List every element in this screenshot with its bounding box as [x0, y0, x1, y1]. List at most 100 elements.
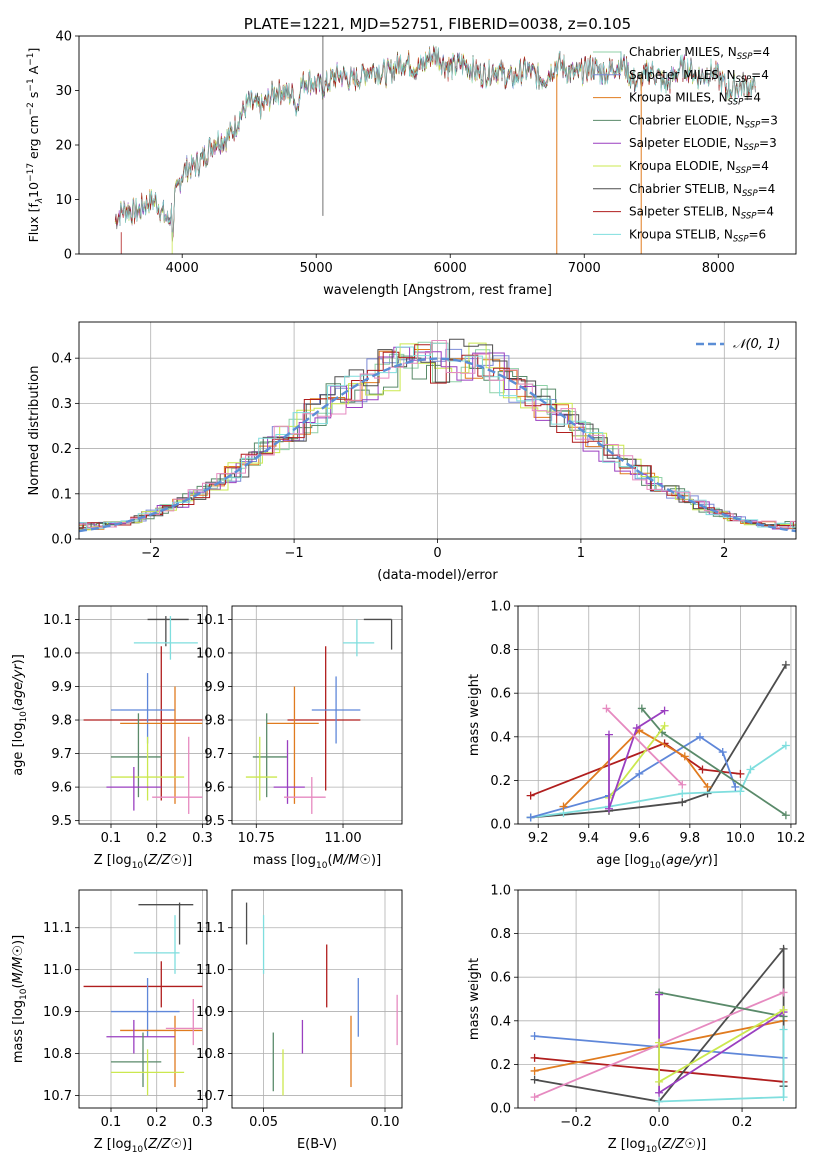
axes-frame — [78, 605, 208, 825]
x-axis-label: Z [log10(Z/Z☉)] — [94, 853, 192, 871]
axes-frame — [231, 605, 403, 825]
x-axis-label: E(B-V) — [297, 1137, 337, 1152]
point-marker-blue — [526, 813, 535, 822]
x-tick-label: 0.05 — [249, 1115, 278, 1130]
x-axis-label: wavelength [Angstrom, rest frame] — [323, 283, 552, 298]
point-marker-kroupa_stelib — [781, 741, 790, 750]
x-tick-label: 5000 — [300, 261, 333, 276]
axes-frame — [517, 605, 797, 825]
y-tick-label: 10.0 — [196, 646, 225, 661]
y-tick-label: 9.6 — [51, 781, 72, 796]
point-marker-kroupa_stelib — [779, 1025, 788, 1034]
x-tick-label: 10.2 — [776, 831, 805, 846]
x-tick-label: 0.3 — [192, 831, 213, 846]
y-tick-label: 0 — [64, 248, 72, 263]
y-tick-label: 0.4 — [51, 352, 72, 367]
y-tick-label: 0.8 — [490, 927, 511, 942]
y-tick-label: 9.9 — [204, 680, 225, 695]
y-tick-label: 10.9 — [43, 1005, 72, 1020]
x-axis-label: age [log10(age/yr)] — [596, 853, 718, 871]
point-marker-kroupa_elodie — [660, 721, 669, 730]
x-tick-label: −0.2 — [560, 1115, 592, 1130]
point-marker-kroupa_stelib — [736, 787, 745, 796]
x-tick-label: 0.1 — [101, 831, 122, 846]
point-marker-chabrier_stelib — [781, 660, 790, 669]
y-tick-label: 0.2 — [490, 774, 511, 789]
y-tick-label: 10.8 — [196, 1047, 225, 1062]
point-marker-chabrier_elodie — [781, 811, 790, 820]
point-marker-kroupa_miles — [530, 1066, 539, 1075]
x-tick-label: −2 — [141, 546, 160, 561]
massweight-vs-metallicity-panel: −0.2 0.0 0.2 0.0 0.2 0.4 0.6 0.8 1.0 Z [log10(Z/Z… — [467, 884, 797, 1155]
age-vs-mass-panel: 10.75 11.00 9.5 9.6 9.7 9.8 9.9 10.0 10.1 mass [l… — [196, 605, 403, 871]
legend-label: Chabrier MILES, NSSP=4 — [629, 45, 770, 62]
legend-label: Kroupa STELIB, NSSP=6 — [629, 227, 766, 244]
series-line-salpeter_stelib — [530, 742, 741, 797]
mass-vs-ebv-panel: 0.05 0.10 10.7 10.8 10.9 11.0 11.1 E(B-V) — [196, 889, 403, 1152]
y-tick-label: 9.7 — [51, 747, 72, 762]
y-axis-label: mass [log10(M/M☉)] — [11, 935, 29, 1063]
y-tick-label: 10 — [55, 193, 72, 208]
x-tick-label: 0.2 — [732, 1115, 753, 1130]
y-tick-label: 0.1 — [51, 487, 72, 502]
point-marker-kroupa_stelib — [746, 765, 755, 774]
x-axis-label: Z [log10(Z/Z☉)] — [608, 1137, 706, 1155]
axes-frame — [231, 889, 403, 1109]
y-tick-label: 9.6 — [204, 781, 225, 796]
point-marker-kroupa_elodie — [655, 1038, 664, 1047]
y-tick-label: 11.1 — [43, 921, 72, 936]
series-line-chabrier_elodie — [658, 991, 784, 1018]
point-marker-kroupa_miles — [559, 802, 568, 811]
x-tick-label: 10.0 — [726, 831, 755, 846]
y-tick-label: 10.1 — [196, 613, 225, 628]
legend-label: Salpeter STELIB, NSSP=4 — [629, 205, 774, 222]
y-tick-label: 0.2 — [490, 1058, 511, 1073]
y-tick-label: 10.8 — [43, 1047, 72, 1062]
point-marker-salpeter_elodie — [655, 1088, 664, 1097]
x-tick-label: 9.2 — [528, 831, 549, 846]
y-tick-label: 0.0 — [490, 1102, 511, 1117]
point-marker-salpeter_elodie — [655, 990, 664, 999]
y-tick-label: 40 — [55, 30, 72, 45]
y-tick-label: 9.8 — [51, 714, 72, 729]
histogram-pink — [79, 340, 796, 528]
x-tick-label: 9.6 — [629, 831, 650, 846]
point-marker-pink — [678, 780, 687, 789]
x-tick-label: 0.0 — [649, 1115, 670, 1130]
legend-label: Chabrier STELIB, NSSP=4 — [629, 182, 775, 199]
point-marker-pink — [602, 704, 611, 713]
x-tick-label: 0.1 — [101, 1115, 122, 1130]
y-tick-label: 0.0 — [51, 533, 72, 548]
x-tick-label: 0.3 — [192, 1115, 213, 1130]
point-marker-chabrier_stelib — [530, 1075, 539, 1084]
legend-label: Kroupa ELODIE, NSSP=4 — [629, 159, 769, 176]
legend-label: Kroupa MILES, NSSP=4 — [629, 91, 761, 108]
point-marker-salpeter_stelib — [698, 765, 707, 774]
x-tick-label: 0.2 — [146, 831, 167, 846]
point-marker-pink — [779, 988, 788, 997]
y-axis-label: Flux [fλ10−17 erg cm−2 s−1 A−1] — [26, 48, 45, 243]
y-tick-label: 9.5 — [51, 814, 72, 829]
spectrum-chabrier_miles — [118, 44, 639, 237]
y-axis-label: Normed distribution — [27, 366, 42, 496]
legend-label: Salpeter MILES, NSSP=4 — [629, 68, 769, 85]
series-line-salpeter_elodie — [608, 709, 666, 809]
y-axis-label: age [log10(age/yr)] — [11, 654, 29, 776]
y-tick-label: 30 — [55, 84, 72, 99]
y-tick-label: 11.0 — [196, 963, 225, 978]
point-marker-blue — [718, 748, 727, 757]
x-tick-label: 2 — [720, 546, 728, 561]
point-marker-kroupa_stelib — [779, 1093, 788, 1102]
series-line-kroupa_elodie — [608, 725, 666, 799]
y-tick-label: 0.6 — [490, 687, 511, 702]
y-tick-label: 11.0 — [43, 963, 72, 978]
x-axis-label: Z [log10(Z/Z☉)] — [94, 1137, 192, 1155]
y-tick-label: 9.8 — [204, 714, 225, 729]
y-tick-label: 1.0 — [490, 884, 511, 899]
series-line-kroupa_stelib — [659, 1029, 785, 1103]
y-tick-label: 0.8 — [490, 643, 511, 658]
point-marker-salpeter_stelib — [530, 1053, 539, 1062]
y-tick-label: 0.4 — [490, 730, 511, 745]
axes-frame — [78, 321, 797, 540]
